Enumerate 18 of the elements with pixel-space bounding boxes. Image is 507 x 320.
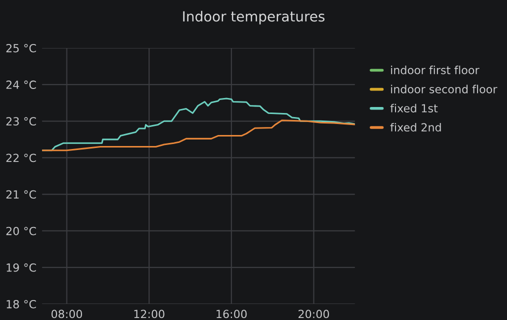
legend-label: indoor second floor xyxy=(391,84,498,94)
x-tick-label: 20:00 xyxy=(298,310,330,318)
x-tick-label: 16:00 xyxy=(216,310,247,318)
legend-label: fixed 1st xyxy=(390,104,438,112)
y-tick-label: 22 °C xyxy=(6,154,36,162)
x-tick-label: 08:00 xyxy=(52,310,82,318)
y-tick-label: 18 °C xyxy=(6,300,36,308)
y-tick-label: 19 °C xyxy=(6,263,36,272)
line-series xyxy=(42,120,355,152)
x-tick-label: 12:00 xyxy=(134,310,164,318)
y-tick-label: 21 °C xyxy=(6,190,36,199)
y-tick-label: 23 °C xyxy=(6,117,36,126)
y-tick-label: 20 °C xyxy=(6,226,36,236)
chart-title: Indoor temperatures xyxy=(183,10,325,24)
legend-label: indoor first floor xyxy=(391,66,480,74)
y-tick-label: 25 °C xyxy=(6,44,36,52)
legend-label: fixed 2nd xyxy=(390,122,441,132)
y-tick-label: 24 °C xyxy=(6,80,36,89)
